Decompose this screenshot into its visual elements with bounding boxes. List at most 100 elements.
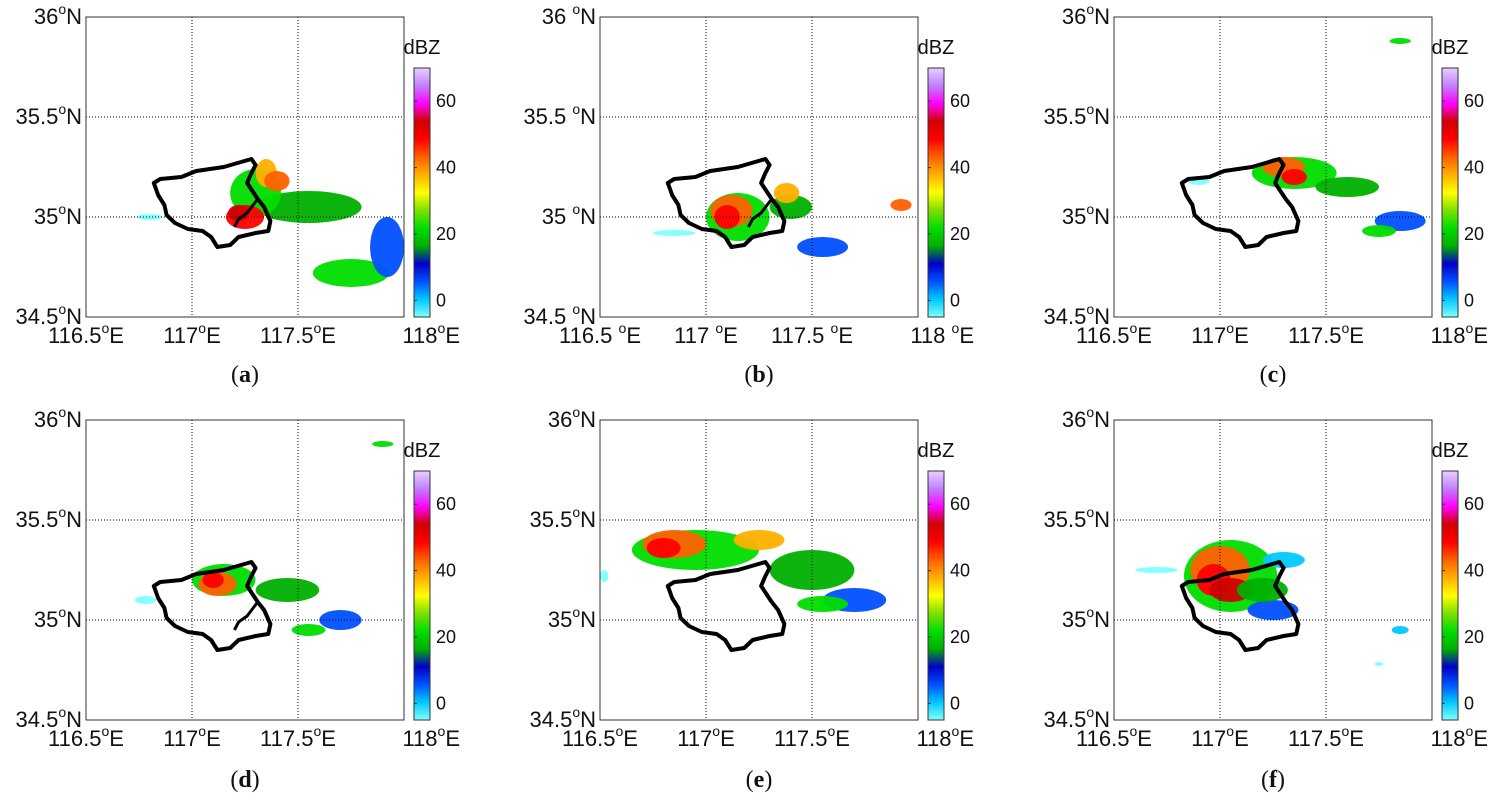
county-boundary — [1179, 157, 1301, 249]
latitude-label: 36 oN — [542, 1, 596, 29]
echo-cell — [714, 205, 740, 229]
county-boundary — [1179, 560, 1301, 652]
panel-a: 36oN 35.5oN 35oN 34.5oN 116.5oE 117oE 117.5oE 1… — [0, 0, 490, 400]
colorbar-tick-label: 0 — [1464, 290, 1474, 310]
longitude-label: 117oE — [163, 723, 221, 751]
colorbar-tick-label: 60 — [950, 91, 970, 111]
colorbar-tick-label: 20 — [950, 224, 970, 244]
longitude-label: 116.5oE — [48, 723, 124, 751]
colorbar: dBZ 60 40 20 0 — [404, 440, 456, 721]
map-frame — [599, 419, 919, 721]
latitude-label: 35 oN — [542, 201, 596, 229]
longitude-label: 116.5 oE — [559, 320, 641, 348]
panel-a-caption: (a) — [231, 362, 259, 388]
colorbar-tick-label: 20 — [436, 224, 456, 244]
latitude-label: 35.5oN — [529, 504, 596, 532]
colorbar-tick-label: 60 — [1464, 494, 1484, 514]
colorbar-unit: dBZ — [404, 37, 441, 59]
echo-cell — [291, 624, 326, 636]
colorbar-tick-label: 0 — [1464, 693, 1474, 713]
longitude-label: 116.5oE — [1076, 320, 1152, 348]
echo-cell — [653, 230, 696, 236]
colorbar: dBZ 60 40 20 0 — [404, 37, 456, 318]
echo-cell — [1391, 626, 1409, 634]
grid — [86, 420, 404, 720]
echo-cell — [773, 183, 800, 203]
echo-cell — [890, 199, 912, 211]
county-boundary — [151, 157, 273, 249]
map-frame — [85, 16, 405, 318]
panel-b: 36 oN 35.5 oN 35 oN 34.5 oN 116.5 oE 117 oE 11… — [514, 0, 1004, 400]
latitude-label: 35oN — [34, 604, 82, 632]
colorbar-unit: dBZ — [404, 440, 441, 462]
grid — [600, 17, 918, 317]
colorbar-tick-label: 60 — [436, 494, 456, 514]
longitude-label: 117.5oE — [260, 723, 336, 751]
panel-c-caption: (c) — [1259, 362, 1287, 388]
latitude-label: 35.5 oN — [523, 101, 596, 129]
colorbar-tick-label: 40 — [950, 561, 970, 581]
panel-b-caption: (b) — [744, 362, 774, 388]
latitude-label: 34.5oN — [1043, 704, 1110, 732]
colorbar-tick-label: 60 — [436, 91, 456, 111]
map-frame — [1113, 16, 1433, 318]
reflectivity-echoes — [134, 441, 394, 636]
longitude-label: 118oE — [1430, 723, 1488, 751]
latitude-label: 35oN — [34, 201, 82, 229]
grid — [1114, 420, 1432, 720]
colorbar-gradient — [413, 470, 431, 721]
longitude-label: 117.5oE — [1288, 320, 1364, 348]
latitude-label: 35.5oN — [15, 504, 82, 532]
reflectivity-echoes — [653, 183, 912, 257]
colorbar-tick-label: 60 — [1464, 91, 1484, 111]
longitude-label: 117oE — [1191, 723, 1249, 751]
county-boundary — [665, 560, 787, 652]
colorbar-gradient — [413, 67, 431, 318]
longitude-label: 117oE — [677, 723, 735, 751]
panel-f: 36oN 35.5oN 35oN 34.5oN 116.5oE 117oE 117.5oE 1… — [1028, 403, 1496, 803]
grid — [86, 17, 404, 317]
echo-cell — [1374, 662, 1384, 666]
longitude-label: 117 oE — [674, 320, 738, 348]
colorbar-tick-label: 20 — [436, 627, 456, 647]
echo-cell — [797, 596, 849, 612]
echo-cell — [1135, 567, 1178, 573]
echo-cell — [319, 610, 362, 630]
colorbar-unit: dBZ — [1432, 440, 1469, 462]
echo-cell — [797, 237, 849, 257]
reflectivity-echoes — [136, 159, 404, 287]
colorbar-tick-label: 40 — [1464, 561, 1484, 581]
boundary-segment — [747, 198, 773, 228]
colorbar-unit: dBZ — [918, 440, 955, 462]
longitude-label: 117oE — [1191, 320, 1249, 348]
echo-cell — [370, 217, 404, 277]
longitude-label: 118oE — [916, 723, 974, 751]
map-background — [600, 420, 918, 720]
latitude-label: 34.5oN — [15, 301, 82, 329]
longitude-label: 117.5oE — [260, 320, 336, 348]
latitude-label: 35.5oN — [1043, 504, 1110, 532]
panel-c: 36oN 35.5oN 35oN 34.5oN 116.5oE 117oE 117.5oE 1… — [1028, 0, 1496, 400]
latitude-label: 36oN — [34, 1, 82, 29]
colorbar-tick-label: 40 — [950, 158, 970, 178]
colorbar-gradient — [1441, 67, 1459, 318]
echo-cell — [600, 570, 609, 582]
colorbar-gradient — [1441, 470, 1459, 721]
colorbar: dBZ 60 40 20 0 — [918, 440, 970, 721]
colorbar-gradient — [927, 67, 945, 318]
panel-f-caption: (f) — [1261, 767, 1285, 793]
echo-cell — [1362, 225, 1396, 237]
echo-cell — [134, 596, 156, 604]
echo-cell — [646, 538, 681, 558]
latitude-label: 36oN — [1062, 1, 1110, 29]
colorbar-tick-label: 20 — [1464, 224, 1484, 244]
latitude-label: 34.5oN — [1043, 301, 1110, 329]
map-frame — [599, 16, 919, 318]
latitude-label: 34.5oN — [15, 704, 82, 732]
